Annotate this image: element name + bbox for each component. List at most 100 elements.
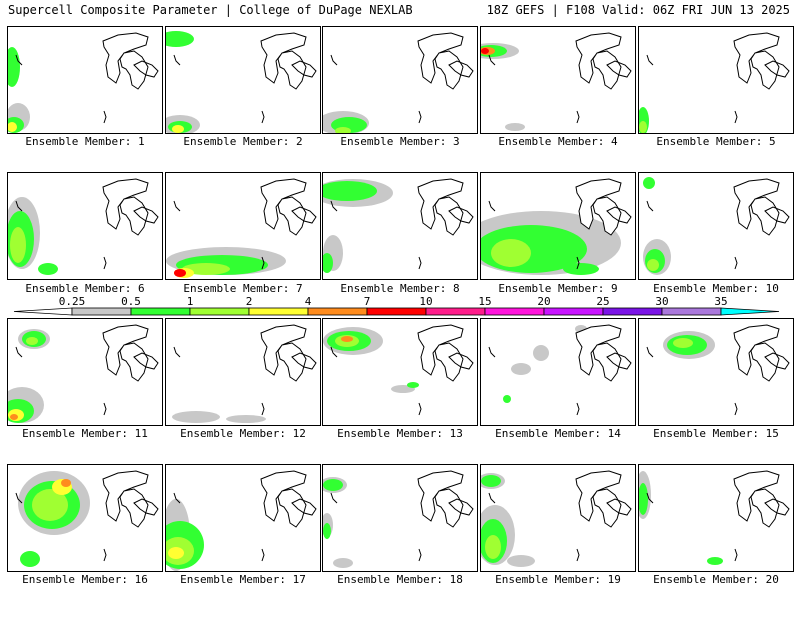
map-svg: [166, 178, 317, 278]
map-svg: [639, 470, 790, 565]
colorbar-segment: [130, 307, 191, 316]
ensemble-member-label: Ensemble Member: 18: [337, 573, 463, 586]
scp-contour: [481, 475, 501, 487]
coastline: [15, 200, 107, 270]
great-lakes-outline: [417, 324, 474, 382]
scp-contour: [226, 415, 266, 423]
ensemble-panel: Ensemble Member: 17: [165, 464, 321, 619]
colorbar-segment: [366, 307, 427, 316]
scp-contour: [20, 551, 40, 567]
great-lakes-outline: [260, 178, 317, 236]
great-lakes-outline: [575, 470, 632, 528]
ensemble-member-label: Ensemble Member: 5: [656, 135, 776, 148]
great-lakes-outline: [575, 324, 632, 382]
ensemble-panel: Ensemble Member: 10: [638, 172, 794, 327]
map-svg: [8, 324, 159, 423]
ensemble-panel: Ensemble Member: 1: [7, 26, 163, 181]
scp-contour: [491, 239, 531, 267]
ensemble-member-label: Ensemble Member: 3: [340, 135, 460, 148]
scp-contour: [511, 363, 531, 375]
scp-contour: [26, 337, 38, 345]
map-svg: [166, 31, 317, 133]
colorbar-segment: [425, 307, 486, 316]
map-frame: [165, 172, 321, 280]
coastline: [330, 346, 422, 416]
colorbar-segment: [484, 307, 545, 316]
scp-contour: [507, 555, 535, 567]
colorbar-tick-label: 30: [655, 295, 669, 308]
scp-contour: [323, 181, 377, 201]
map-frame: [165, 26, 321, 134]
map-frame: [480, 464, 636, 572]
colorbar-tick-label: 0.5: [121, 295, 141, 308]
scp-contour: [323, 253, 333, 273]
colorbar-segment: [71, 307, 132, 316]
scp-contour: [8, 47, 20, 87]
scp-contour: [407, 382, 419, 388]
great-lakes-outline: [102, 32, 159, 90]
ensemble-member-label: Ensemble Member: 1: [25, 135, 145, 148]
map-frame: [7, 464, 163, 572]
scp-contour: [172, 411, 220, 423]
colorbar-high-arrow: [720, 307, 780, 316]
scp-contour: [533, 345, 549, 361]
map-frame: [480, 318, 636, 426]
ensemble-panel: Ensemble Member: 19: [480, 464, 636, 619]
great-lakes-outline: [260, 32, 317, 90]
map-svg: [639, 32, 790, 133]
colorbar-tick-label: 2: [245, 295, 253, 308]
scp-contour: [166, 31, 194, 47]
scp-contour: [38, 263, 58, 275]
map-svg: [8, 178, 159, 275]
ensemble-member-label: Ensemble Member: 4: [498, 135, 618, 148]
map-svg: [643, 177, 790, 275]
coastline: [646, 492, 738, 562]
colorbar-low-arrow: [13, 307, 73, 316]
map-svg: [323, 32, 474, 133]
map-frame: [322, 26, 478, 134]
scp-contour: [10, 414, 18, 420]
scp-contour: [10, 227, 26, 263]
ensemble-panel: Ensemble Member: 18: [322, 464, 478, 619]
coastline: [646, 346, 738, 416]
colorbar-tick-label: 4: [304, 295, 312, 308]
scp-contour: [643, 177, 655, 189]
map-svg: [481, 178, 632, 275]
ensemble-member-label: Ensemble Member: 13: [337, 427, 463, 440]
ensemble-member-label: Ensemble Member: 14: [495, 427, 621, 440]
coastline: [330, 200, 422, 270]
map-svg: [646, 324, 790, 416]
colorbar-tick-label: 0.25: [58, 295, 86, 308]
ensemble-panel: Ensemble Member: 9: [480, 172, 636, 327]
ensemble-panel: Ensemble Member: 2: [165, 26, 321, 181]
colorbar-tick-label: 15: [478, 295, 492, 308]
scp-contour: [182, 263, 230, 275]
great-lakes-outline: [417, 32, 474, 90]
map-svg: [488, 324, 632, 416]
map-svg: [323, 324, 474, 416]
ensemble-member-label: Ensemble Member: 17: [180, 573, 306, 586]
map-frame: [165, 318, 321, 426]
ensemble-panel: Ensemble Member: 6: [7, 172, 163, 327]
ensemble-member-label: Ensemble Member: 7: [183, 282, 303, 295]
great-lakes-outline: [733, 178, 790, 236]
coastline: [330, 492, 422, 562]
coastline: [173, 346, 265, 416]
great-lakes-outline: [102, 178, 159, 236]
coastline: [488, 492, 580, 562]
ensemble-member-label: Ensemble Member: 11: [22, 427, 148, 440]
coastline: [173, 200, 265, 270]
great-lakes-outline: [575, 178, 632, 236]
great-lakes-outline: [260, 470, 317, 528]
map-frame: [7, 172, 163, 280]
coastline: [173, 54, 265, 124]
scp-contour: [481, 48, 489, 54]
ensemble-panel: Ensemble Member: 8: [322, 172, 478, 327]
coastline: [646, 200, 738, 270]
run-valid-time: 18Z GEFS | F108 Valid: 06Z FRI JUN 13 20…: [486, 3, 790, 17]
coastline: [488, 200, 580, 270]
great-lakes-outline: [733, 324, 790, 382]
colorbar-tick-label: 1: [186, 295, 194, 308]
great-lakes-outline: [417, 178, 474, 236]
ensemble-panel: Ensemble Member: 16: [7, 464, 163, 619]
